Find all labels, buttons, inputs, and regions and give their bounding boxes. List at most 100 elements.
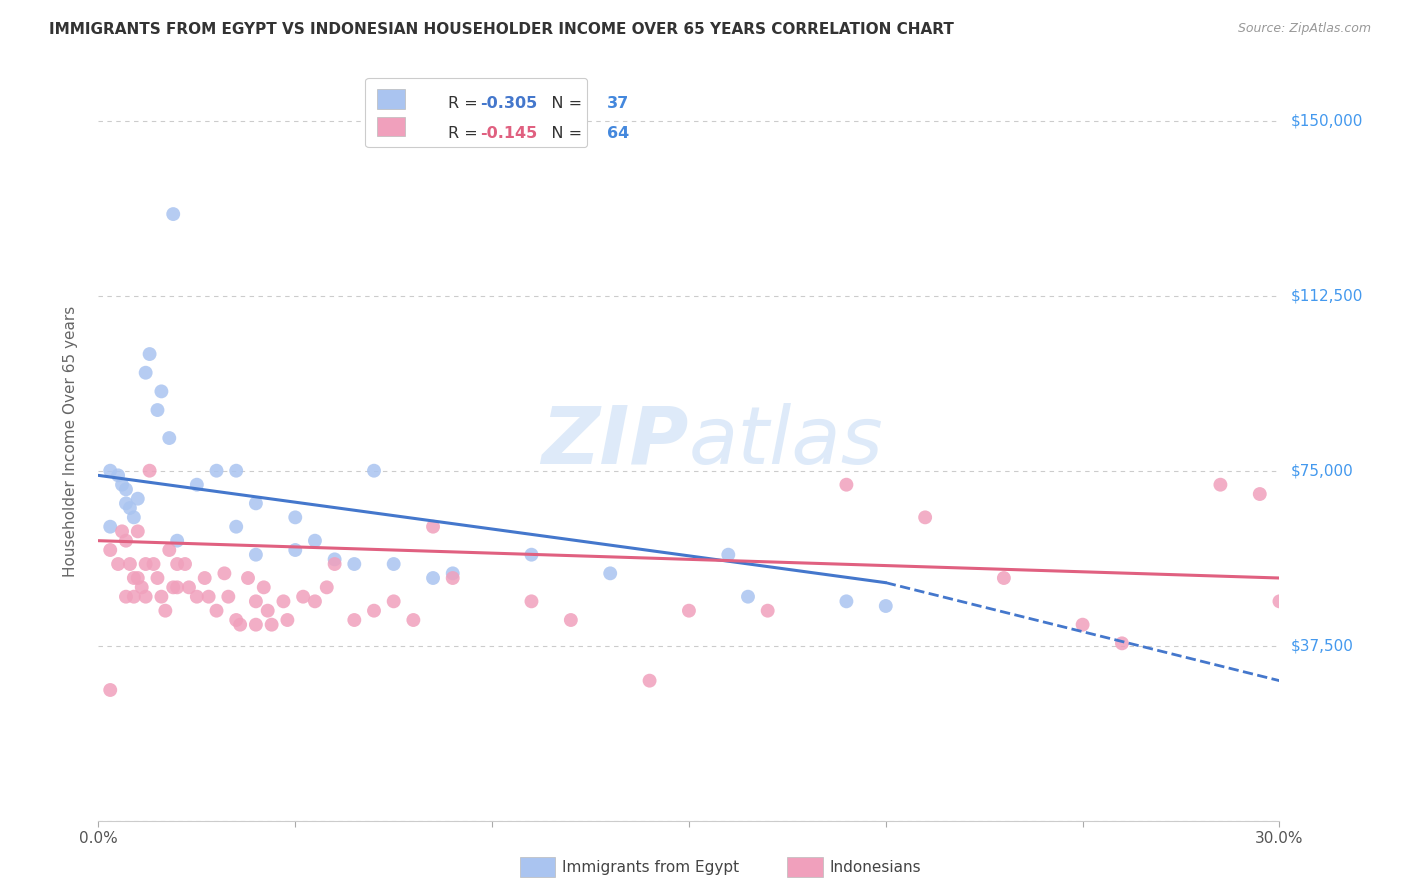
- Text: $75,000: $75,000: [1291, 463, 1354, 478]
- Point: [737, 590, 759, 604]
- Point: [382, 594, 405, 608]
- Point: [229, 617, 252, 632]
- Point: [225, 613, 247, 627]
- Point: [122, 590, 145, 604]
- Point: [678, 604, 700, 618]
- Point: [225, 464, 247, 478]
- Point: [253, 580, 276, 594]
- Point: [127, 491, 149, 506]
- Point: [150, 590, 173, 604]
- Text: Source: ZipAtlas.com: Source: ZipAtlas.com: [1237, 22, 1371, 36]
- Point: [107, 468, 129, 483]
- Point: [115, 533, 138, 548]
- Text: Immigrants from Egypt: Immigrants from Egypt: [562, 860, 740, 874]
- Point: [276, 613, 298, 627]
- Point: [1111, 636, 1133, 650]
- Point: [304, 533, 326, 548]
- Point: [142, 557, 165, 571]
- Point: [245, 594, 267, 608]
- Point: [162, 580, 184, 594]
- Point: [599, 566, 621, 581]
- Point: [205, 464, 228, 478]
- Text: $37,500: $37,500: [1291, 638, 1354, 653]
- Text: R =: R =: [447, 95, 482, 111]
- Point: [98, 464, 121, 478]
- Point: [1209, 477, 1232, 491]
- Point: [135, 366, 157, 380]
- Text: 64: 64: [607, 127, 630, 142]
- Text: IMMIGRANTS FROM EGYPT VS INDONESIAN HOUSEHOLDER INCOME OVER 65 YEARS CORRELATION: IMMIGRANTS FROM EGYPT VS INDONESIAN HOUS…: [49, 22, 955, 37]
- Point: [177, 580, 200, 594]
- Point: [157, 431, 180, 445]
- Point: [993, 571, 1015, 585]
- Text: N =: N =: [536, 127, 588, 142]
- Point: [382, 557, 405, 571]
- Point: [166, 533, 188, 548]
- Text: R =: R =: [447, 127, 482, 142]
- Point: [107, 557, 129, 571]
- Text: Indonesians: Indonesians: [830, 860, 921, 874]
- Point: [323, 557, 346, 571]
- Point: [138, 464, 160, 478]
- Point: [1249, 487, 1271, 501]
- Point: [422, 571, 444, 585]
- Point: [135, 557, 157, 571]
- Point: [422, 519, 444, 533]
- Point: [273, 594, 295, 608]
- Point: [323, 552, 346, 566]
- Point: [98, 519, 121, 533]
- Point: [343, 557, 366, 571]
- Point: [122, 510, 145, 524]
- Point: [343, 613, 366, 627]
- Text: -0.305: -0.305: [481, 95, 538, 111]
- Point: [256, 604, 278, 618]
- Point: [166, 557, 188, 571]
- Point: [214, 566, 236, 581]
- Point: [441, 571, 464, 585]
- Point: [236, 571, 259, 585]
- Point: [122, 571, 145, 585]
- Point: [118, 557, 141, 571]
- Point: [638, 673, 661, 688]
- Text: 37: 37: [607, 95, 630, 111]
- Point: [284, 543, 307, 558]
- Point: [98, 543, 121, 558]
- Point: [115, 496, 138, 510]
- Point: [560, 613, 582, 627]
- Point: [520, 594, 543, 608]
- Point: [914, 510, 936, 524]
- Point: [115, 590, 138, 604]
- Point: [717, 548, 740, 562]
- Point: [131, 580, 153, 594]
- Point: [1268, 594, 1291, 608]
- Point: [155, 604, 177, 618]
- Text: N =: N =: [536, 95, 588, 111]
- Point: [162, 207, 184, 221]
- Point: [205, 604, 228, 618]
- Point: [150, 384, 173, 399]
- Point: [146, 403, 169, 417]
- Text: $150,000: $150,000: [1291, 113, 1362, 128]
- Point: [304, 594, 326, 608]
- Point: [197, 590, 219, 604]
- Point: [225, 519, 247, 533]
- Point: [835, 594, 858, 608]
- Point: [146, 571, 169, 585]
- Point: [157, 543, 180, 558]
- Point: [111, 477, 134, 491]
- Point: [127, 524, 149, 539]
- Point: [217, 590, 239, 604]
- Text: -0.145: -0.145: [481, 127, 538, 142]
- Point: [98, 683, 121, 698]
- Point: [186, 590, 208, 604]
- Point: [135, 590, 157, 604]
- Text: atlas: atlas: [689, 402, 884, 481]
- Point: [835, 477, 858, 491]
- Point: [363, 464, 385, 478]
- Point: [245, 496, 267, 510]
- Point: [138, 347, 160, 361]
- Point: [111, 524, 134, 539]
- Point: [875, 599, 897, 613]
- Y-axis label: Householder Income Over 65 years: Householder Income Over 65 years: [63, 306, 77, 577]
- Point: [292, 590, 315, 604]
